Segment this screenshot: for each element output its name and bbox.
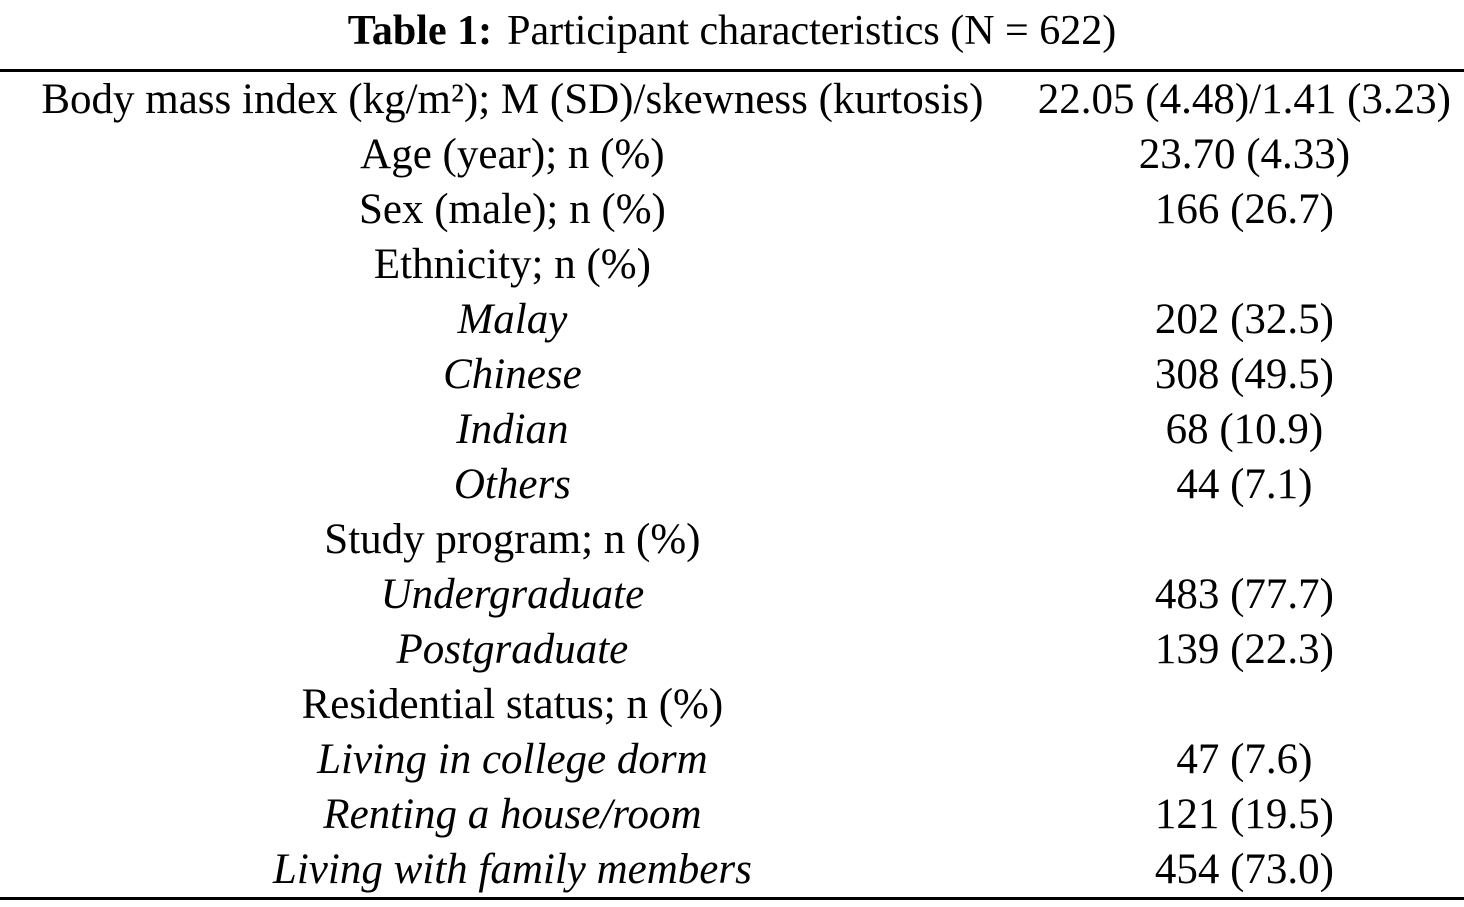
row-value: 454 (73.0) — [1154, 846, 1334, 893]
table-row: Living with family members 454 (73.0) — [0, 842, 1464, 899]
row-label: Undergraduate — [380, 571, 645, 618]
row-value — [1025, 237, 1464, 292]
row-value: 202 (32.5) — [1154, 296, 1334, 343]
row-value — [1025, 512, 1464, 567]
row-label: Living with family members — [272, 846, 752, 893]
row-value: 22.05 (4.48)/1.41 (3.23) — [1037, 76, 1452, 123]
table-row: Body mass index (kg/m²); M (SD)/skewness… — [0, 71, 1464, 128]
table-row: Indian 68 (10.9) — [0, 402, 1464, 457]
row-label: Chinese — [443, 351, 582, 398]
table-row: Malay 202 (32.5) — [0, 292, 1464, 347]
table-row: Ethnicity; n (%) — [0, 237, 1464, 292]
table-caption-text: Participant characteristics (N = 622) — [507, 8, 1117, 54]
row-value: 483 (77.7) — [1154, 571, 1334, 618]
table-caption-label: Table 1: — [347, 8, 493, 54]
table-body: Body mass index (kg/m²); M (SD)/skewness… — [0, 71, 1464, 899]
row-value: 166 (26.7) — [1154, 186, 1334, 233]
row-label: Study program; n (%) — [324, 516, 701, 563]
row-label: Renting a house/room — [323, 791, 702, 838]
row-value: 121 (19.5) — [1154, 791, 1334, 838]
row-label: Malay — [457, 296, 568, 343]
row-label: Residential status; n (%) — [301, 681, 724, 728]
row-label: Body mass index (kg/m²); M (SD)/skewness… — [41, 76, 984, 123]
table-row: Study program; n (%) — [0, 512, 1464, 567]
table-row: Others 44 (7.1) — [0, 457, 1464, 512]
row-label: Others — [453, 461, 571, 508]
row-label: Living in college dorm — [317, 736, 708, 783]
row-label: Postgraduate — [396, 626, 629, 673]
row-value: 139 (22.3) — [1154, 626, 1334, 673]
row-value — [1025, 677, 1464, 732]
row-label: Indian — [456, 406, 569, 453]
table-row: Sex (male); n (%) 166 (26.7) — [0, 182, 1464, 237]
table-row: Undergraduate 483 (77.7) — [0, 567, 1464, 622]
row-value: 68 (10.9) — [1165, 406, 1324, 453]
row-label: Age (year); n (%) — [360, 131, 665, 178]
row-label: Ethnicity; n (%) — [373, 241, 651, 288]
row-value: 44 (7.1) — [1176, 461, 1313, 508]
table-row: Residential status; n (%) — [0, 677, 1464, 732]
table-row: Chinese 308 (49.5) — [0, 347, 1464, 402]
table-row: Postgraduate 139 (22.3) — [0, 622, 1464, 677]
participant-characteristics-table: Body mass index (kg/m²); M (SD)/skewness… — [0, 69, 1464, 900]
table-row: Age (year); n (%) 23.70 (4.33) — [0, 127, 1464, 182]
row-value: 47 (7.6) — [1176, 736, 1313, 783]
row-value: 308 (49.5) — [1154, 351, 1334, 398]
table-caption: Table 1: Participant characteristics (N … — [0, 0, 1464, 69]
row-value: 23.70 (4.33) — [1138, 131, 1351, 178]
table-row: Renting a house/room 121 (19.5) — [0, 787, 1464, 842]
table-row: Living in college dorm 47 (7.6) — [0, 732, 1464, 787]
row-label: Sex (male); n (%) — [358, 186, 666, 233]
